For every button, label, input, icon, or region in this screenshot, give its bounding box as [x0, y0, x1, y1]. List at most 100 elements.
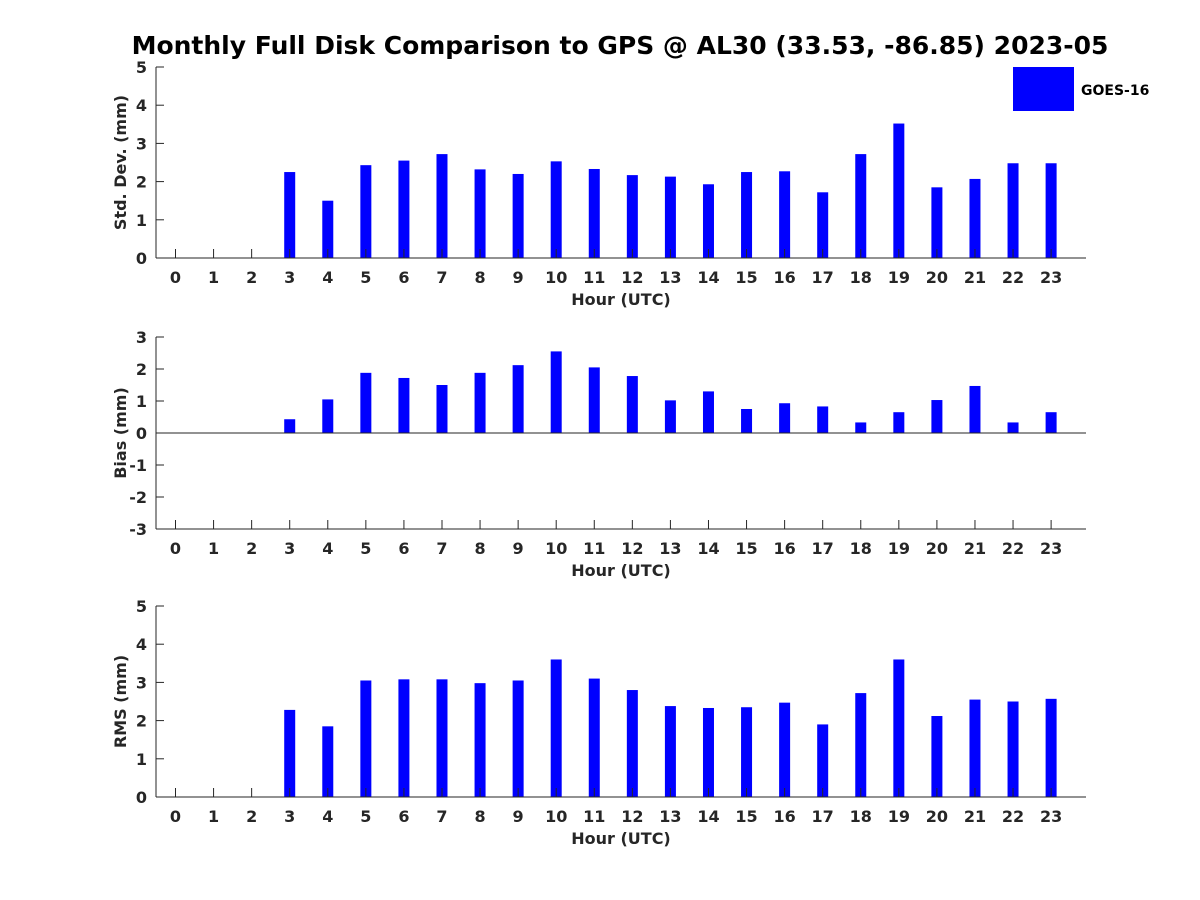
- bar-goes-16-hour-5: [360, 680, 372, 797]
- x-tick-label: 7: [436, 539, 447, 558]
- x-tick-label: 18: [850, 539, 872, 558]
- x-tick-label: 23: [1040, 539, 1062, 558]
- x-tick-label: 9: [513, 807, 524, 826]
- x-tick-label: 20: [926, 807, 948, 826]
- bar-goes-16-hour-14: [702, 391, 714, 433]
- x-tick-label: 11: [583, 268, 605, 287]
- bar-goes-16-hour-11: [588, 678, 600, 797]
- bar-goes-16-hour-4: [322, 726, 334, 797]
- x-tick-label: 14: [697, 268, 719, 287]
- x-tick-label: 5: [360, 807, 371, 826]
- x-tick-label: 4: [322, 539, 333, 558]
- y-tick-label: 4: [136, 96, 147, 115]
- x-tick-label: 17: [812, 539, 834, 558]
- x-tick-label: 12: [621, 807, 643, 826]
- x-tick-label: 4: [322, 268, 333, 287]
- x-tick-label: 13: [659, 268, 681, 287]
- bar-goes-16-hour-15: [741, 172, 753, 258]
- x-tick-label: 21: [964, 268, 986, 287]
- x-tick-label: 15: [735, 268, 757, 287]
- y-tick-label: -1: [129, 456, 147, 475]
- x-tick-label: 10: [545, 807, 567, 826]
- bar-goes-16-hour-4: [322, 200, 334, 258]
- y-tick-label: -3: [129, 520, 147, 539]
- x-tick-label: 23: [1040, 268, 1062, 287]
- y-tick-label: 2: [136, 360, 147, 379]
- bar-goes-16-hour-23: [1045, 412, 1057, 433]
- bar-goes-16-hour-11: [588, 367, 600, 433]
- y-tick-label: 1: [136, 392, 147, 411]
- x-axis-label: Hour (UTC): [571, 561, 671, 580]
- x-axis-label: Hour (UTC): [571, 829, 671, 848]
- bar-goes-16-hour-3: [284, 419, 296, 433]
- x-tick-label: 10: [545, 539, 567, 558]
- y-axis-label: RMS (mm): [111, 655, 130, 748]
- y-tick-label: 0: [136, 788, 147, 807]
- x-tick-label: 12: [621, 539, 643, 558]
- x-tick-label: 8: [474, 807, 485, 826]
- x-tick-label: 2: [246, 807, 257, 826]
- bar-goes-16-hour-16: [779, 171, 791, 258]
- bar-goes-16-hour-14: [702, 184, 714, 258]
- x-tick-label: 3: [284, 268, 295, 287]
- bar-goes-16-hour-11: [588, 168, 600, 258]
- x-tick-label: 22: [1002, 807, 1024, 826]
- bar-goes-16-hour-6: [398, 377, 410, 433]
- bar-goes-16-hour-22: [1007, 701, 1019, 797]
- x-axis-label: Hour (UTC): [571, 290, 671, 309]
- bar-goes-16-hour-20: [931, 187, 943, 258]
- bar-goes-16-hour-9: [512, 365, 524, 433]
- bar-goes-16-hour-16: [779, 403, 791, 433]
- bar-goes-16-hour-7: [436, 385, 448, 433]
- x-tick-label: 19: [888, 268, 910, 287]
- bar-goes-16-hour-21: [969, 699, 981, 797]
- y-tick-label: 1: [136, 211, 147, 230]
- y-axis-label: Bias (mm): [111, 387, 130, 479]
- y-tick-label: 5: [136, 58, 147, 77]
- bar-goes-16-hour-7: [436, 679, 448, 797]
- y-tick-label: 0: [136, 424, 147, 443]
- x-tick-label: 6: [398, 268, 409, 287]
- x-tick-label: 15: [735, 539, 757, 558]
- x-tick-label: 9: [513, 539, 524, 558]
- x-tick-label: 21: [964, 807, 986, 826]
- x-tick-label: 14: [697, 539, 719, 558]
- bar-goes-16-hour-3: [284, 709, 296, 797]
- x-tick-label: 2: [246, 268, 257, 287]
- bar-goes-16-hour-10: [550, 351, 562, 433]
- x-tick-label: 0: [170, 807, 181, 826]
- y-tick-label: 4: [136, 635, 147, 654]
- x-tick-label: 11: [583, 807, 605, 826]
- x-tick-label: 7: [436, 807, 447, 826]
- bar-goes-16-hour-19: [893, 123, 905, 258]
- x-tick-label: 13: [659, 539, 681, 558]
- bar-goes-16-hour-12: [626, 175, 638, 258]
- bar-goes-16-hour-4: [322, 399, 334, 433]
- x-tick-label: 6: [398, 807, 409, 826]
- x-tick-label: 1: [208, 807, 219, 826]
- bar-goes-16-hour-21: [969, 178, 981, 258]
- bar-goes-16-hour-9: [512, 680, 524, 797]
- x-tick-label: 5: [360, 539, 371, 558]
- x-tick-label: 2: [246, 539, 257, 558]
- x-tick-label: 4: [322, 807, 333, 826]
- bar-goes-16-hour-13: [664, 176, 676, 258]
- x-tick-label: 19: [888, 539, 910, 558]
- x-tick-label: 21: [964, 539, 986, 558]
- x-tick-label: 5: [360, 268, 371, 287]
- bar-goes-16-hour-5: [360, 372, 372, 433]
- x-tick-label: 20: [926, 268, 948, 287]
- x-tick-label: 3: [284, 807, 295, 826]
- x-tick-label: 12: [621, 268, 643, 287]
- bar-goes-16-hour-7: [436, 154, 448, 258]
- bar-goes-16-hour-8: [474, 683, 486, 797]
- x-tick-label: 3: [284, 539, 295, 558]
- x-tick-label: 13: [659, 807, 681, 826]
- bar-goes-16-hour-13: [664, 706, 676, 797]
- x-tick-label: 8: [474, 268, 485, 287]
- legend-label-goes-16: GOES-16: [1081, 83, 1149, 99]
- x-tick-label: 8: [474, 539, 485, 558]
